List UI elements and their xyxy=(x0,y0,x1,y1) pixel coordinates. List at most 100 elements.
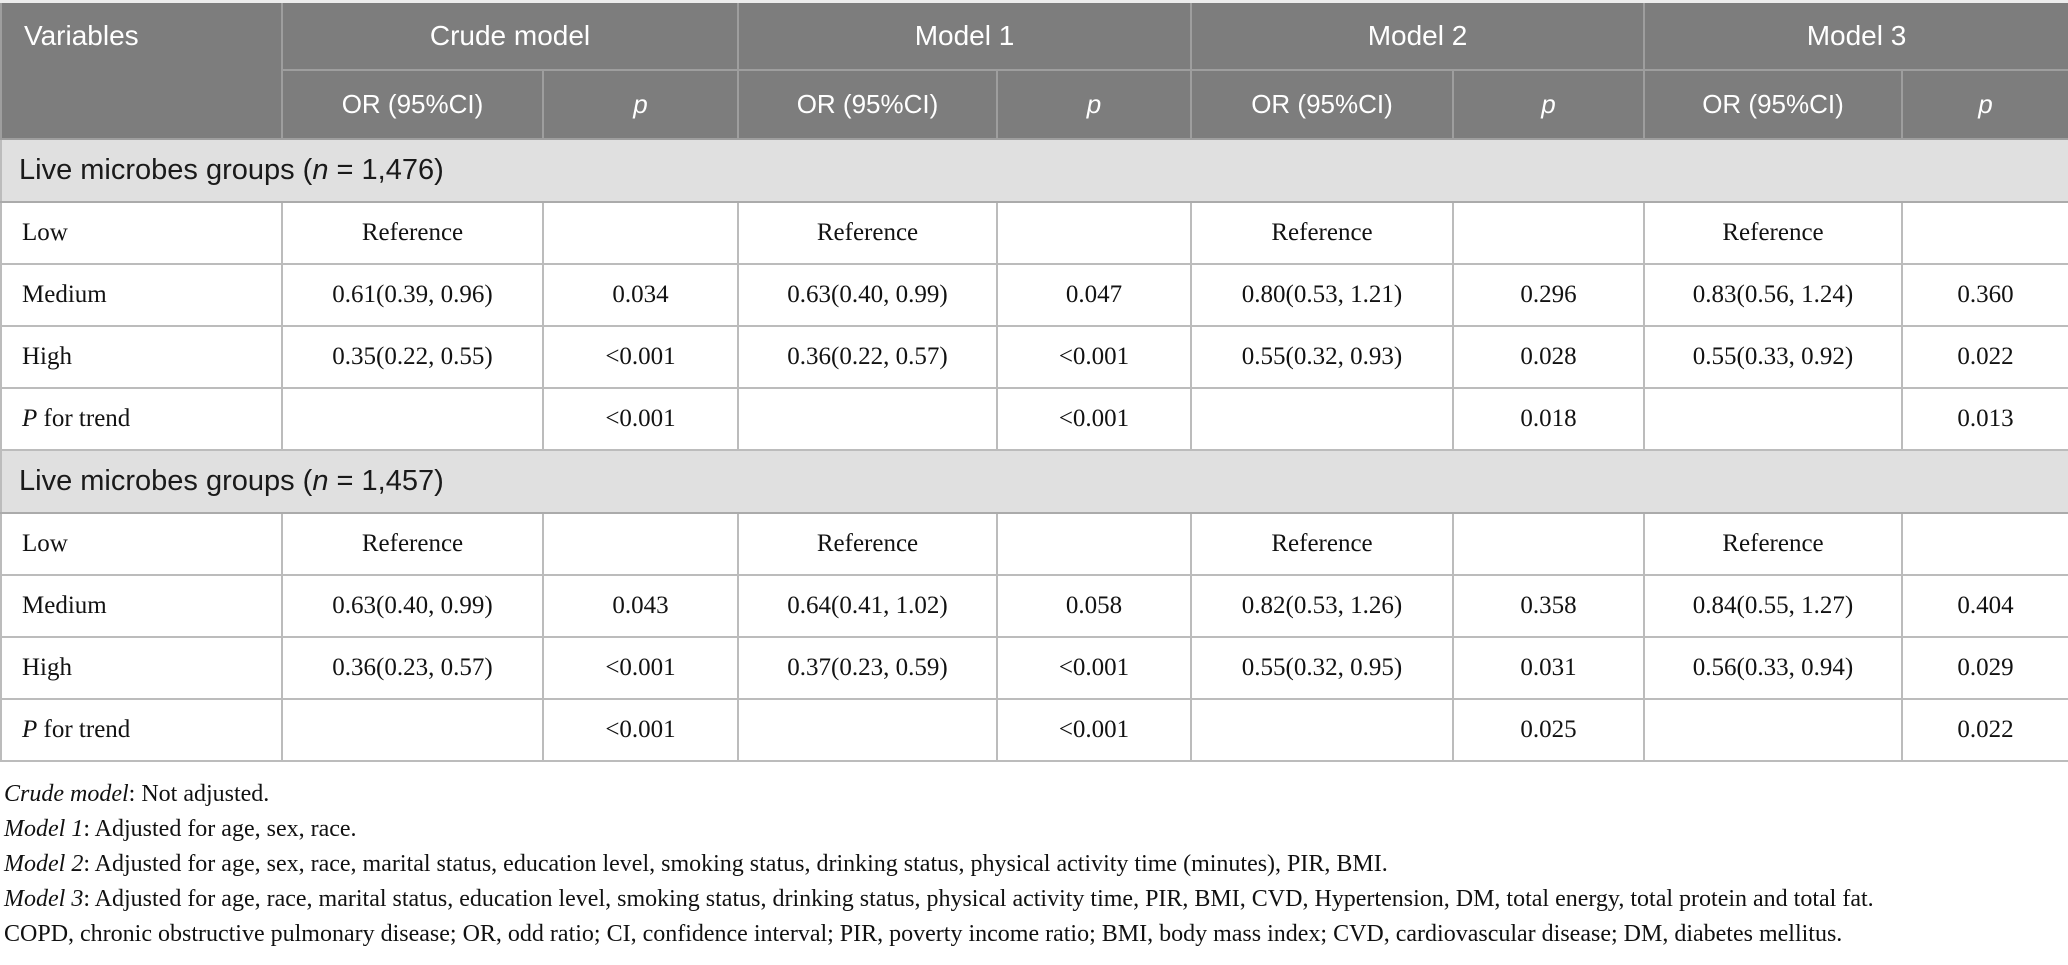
data-cell: 0.36(0.22, 0.57) xyxy=(737,325,998,389)
data-cell: 0.37(0.23, 0.59) xyxy=(737,636,998,700)
data-cell: <0.001 xyxy=(996,387,1192,451)
data-cell: Reference xyxy=(1643,512,1903,576)
data-cell: 0.55(0.33, 0.92) xyxy=(1643,325,1903,389)
data-cell: 0.025 xyxy=(1452,698,1645,762)
data-cell: Reference xyxy=(737,512,998,576)
data-cell: Reference xyxy=(1190,201,1454,265)
section-header-live-microbes-1457: Live microbes groups (n = 1,457) xyxy=(0,449,2068,514)
data-cell: <0.001 xyxy=(542,698,739,762)
data-cell xyxy=(996,201,1192,265)
data-cell: 0.82(0.53, 1.26) xyxy=(1190,574,1454,638)
column-group-model-3: Model 3 xyxy=(1643,0,2068,71)
data-cell xyxy=(737,698,998,762)
data-cell xyxy=(542,201,739,265)
data-cell xyxy=(1452,512,1645,576)
section-header-live-microbes-1476: Live microbes groups (n = 1,476) xyxy=(0,138,2068,203)
data-cell: 0.058 xyxy=(996,574,1192,638)
row-label: Low xyxy=(0,512,283,576)
data-cell: <0.001 xyxy=(542,636,739,700)
data-cell xyxy=(281,698,544,762)
column-group-model-1: Model 1 xyxy=(737,0,1192,71)
data-cell xyxy=(737,387,998,451)
table-footnotes: Crude model: Not adjusted. Model 1: Adju… xyxy=(0,762,2068,952)
column-header-or-crude: OR (95%CI) xyxy=(281,69,544,140)
data-cell: Reference xyxy=(281,201,544,265)
data-cell: 0.63(0.40, 0.99) xyxy=(281,574,544,638)
data-cell: Reference xyxy=(1643,201,1903,265)
footnote-crude-model: Crude model: Not adjusted. xyxy=(4,781,270,807)
data-cell: 0.028 xyxy=(1452,325,1645,389)
row-label: High xyxy=(0,325,283,389)
column-header-p-model3: p xyxy=(1901,69,2068,140)
data-cell: Reference xyxy=(1190,512,1454,576)
column-header-or-model2: OR (95%CI) xyxy=(1190,69,1454,140)
column-header-or-model1: OR (95%CI) xyxy=(737,69,998,140)
data-cell: 0.80(0.53, 1.21) xyxy=(1190,263,1454,327)
column-group-model-2: Model 2 xyxy=(1190,0,1645,71)
data-cell: 0.36(0.23, 0.57) xyxy=(281,636,544,700)
data-cell: <0.001 xyxy=(996,698,1192,762)
data-cell: 0.296 xyxy=(1452,263,1645,327)
data-cell: 0.84(0.55, 1.27) xyxy=(1643,574,1903,638)
footnote-model-1: Model 1: Adjusted for age, sex, race. xyxy=(4,816,357,842)
data-cell: 0.358 xyxy=(1452,574,1645,638)
table-row: Medium 0.63(0.40, 0.99) 0.043 0.64(0.41,… xyxy=(0,574,2068,638)
table-row: P for trend <0.001 <0.001 0.025 0.022 xyxy=(0,698,2068,762)
table-row: P for trend <0.001 <0.001 0.018 0.013 xyxy=(0,387,2068,451)
row-label: High xyxy=(0,636,283,700)
footnote-model-2: Model 2: Adjusted for age, sex, race, ma… xyxy=(4,851,1388,877)
table-row: Low Reference Reference Reference Refere… xyxy=(0,201,2068,265)
data-cell: 0.043 xyxy=(542,574,739,638)
data-cell: 0.404 xyxy=(1901,574,2068,638)
data-cell: 0.55(0.32, 0.95) xyxy=(1190,636,1454,700)
data-cell: Reference xyxy=(281,512,544,576)
table-row: Low Reference Reference Reference Refere… xyxy=(0,512,2068,576)
data-cell: <0.001 xyxy=(996,325,1192,389)
table-row: High 0.35(0.22, 0.55) <0.001 0.36(0.22, … xyxy=(0,325,2068,389)
row-label: Medium xyxy=(0,574,283,638)
data-cell: 0.031 xyxy=(1452,636,1645,700)
data-cell: <0.001 xyxy=(996,636,1192,700)
section-title: Live microbes groups (n = 1,457) xyxy=(0,449,2068,514)
row-label: Medium xyxy=(0,263,283,327)
data-cell: 0.56(0.33, 0.94) xyxy=(1643,636,1903,700)
footnote-abbreviations: COPD, chronic obstructive pulmonary dise… xyxy=(4,921,1843,947)
data-cell: 0.029 xyxy=(1901,636,2068,700)
data-cell xyxy=(1190,698,1454,762)
data-cell xyxy=(1452,201,1645,265)
column-group-crude-model: Crude model xyxy=(281,0,739,71)
table-row: High 0.36(0.23, 0.57) <0.001 0.37(0.23, … xyxy=(0,636,2068,700)
data-cell: 0.35(0.22, 0.55) xyxy=(281,325,544,389)
data-cell: 0.047 xyxy=(996,263,1192,327)
table-row: Medium 0.61(0.39, 0.96) 0.034 0.63(0.40,… xyxy=(0,263,2068,327)
data-cell xyxy=(281,387,544,451)
data-cell: 0.61(0.39, 0.96) xyxy=(281,263,544,327)
data-cell: 0.013 xyxy=(1901,387,2068,451)
data-cell xyxy=(1901,512,2068,576)
data-cell: 0.83(0.56, 1.24) xyxy=(1643,263,1903,327)
footnote-model-3: Model 3: Adjusted for age, race, marital… xyxy=(4,886,1874,912)
data-cell: 0.018 xyxy=(1452,387,1645,451)
section-title: Live microbes groups (n = 1,476) xyxy=(0,138,2068,203)
data-cell: <0.001 xyxy=(542,387,739,451)
data-cell xyxy=(1190,387,1454,451)
column-header-p-crude: p xyxy=(542,69,739,140)
column-header-or-model3: OR (95%CI) xyxy=(1643,69,1903,140)
row-label-p-for-trend: P for trend xyxy=(0,387,283,451)
data-cell: 0.022 xyxy=(1901,698,2068,762)
column-header-p-model1: p xyxy=(996,69,1192,140)
data-cell: 0.022 xyxy=(1901,325,2068,389)
row-label-p-for-trend: P for trend xyxy=(0,698,283,762)
data-cell xyxy=(1643,698,1903,762)
data-cell: 0.64(0.41, 1.02) xyxy=(737,574,998,638)
data-cell xyxy=(1901,201,2068,265)
data-cell: 0.55(0.32, 0.93) xyxy=(1190,325,1454,389)
column-header-p-model2: p xyxy=(1452,69,1645,140)
data-cell xyxy=(1643,387,1903,451)
data-cell: 0.034 xyxy=(542,263,739,327)
data-cell xyxy=(996,512,1192,576)
results-table: Variables Crude model Model 1 Model 2 Mo… xyxy=(0,0,2068,762)
data-cell: Reference xyxy=(737,201,998,265)
data-cell xyxy=(542,512,739,576)
